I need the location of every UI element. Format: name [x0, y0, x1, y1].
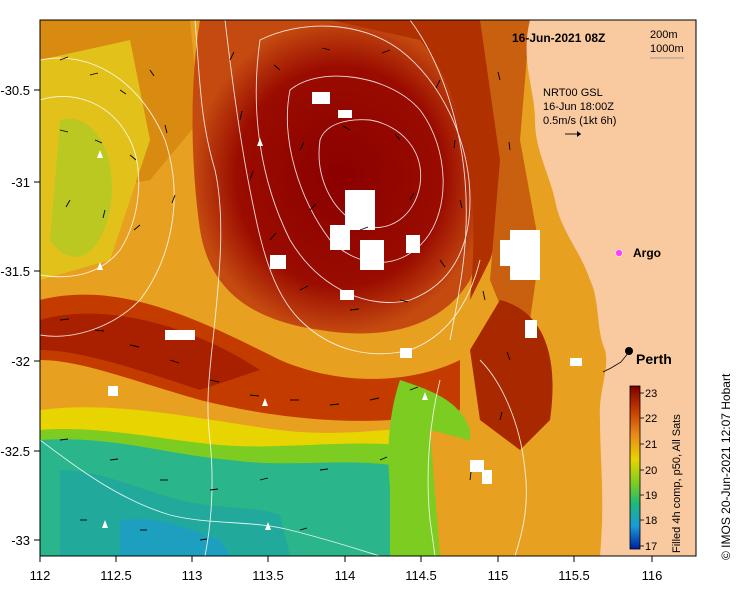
- y-tick-label: -33: [11, 533, 30, 548]
- y-tick-label: -31.5: [0, 264, 30, 279]
- white-arrows: [97, 138, 428, 530]
- credit-text: © IMOS 20-Jun-2021 12:07 Hobart: [719, 373, 733, 560]
- x-tick-label: 113: [182, 568, 203, 583]
- x-tick-label: 114.5: [405, 568, 437, 583]
- y-tick-label: -32.5: [0, 444, 30, 459]
- map-frame: [39, 19, 697, 557]
- place-perth: Perth: [602, 347, 672, 373]
- axis-ticks: [34, 89, 653, 562]
- contour-legend-1000m: 1000m: [650, 43, 684, 55]
- colorbar-tick: 23: [645, 388, 657, 400]
- y-tick-label: -30.5: [0, 83, 30, 98]
- x-axis-labels: 112 112.5 113 113.5 114 114.5 115 115.5 …: [30, 568, 663, 583]
- place-argo: Argo: [615, 246, 661, 260]
- x-tick-label: 112.5: [100, 568, 132, 583]
- current-source: NRT00 GSL: [543, 87, 603, 99]
- perth-marker-icon: [625, 347, 633, 355]
- y-tick-label: -31: [11, 175, 30, 190]
- y-tick-label: -32: [11, 354, 30, 369]
- x-tick-label: 112: [30, 568, 51, 583]
- current-scale: 0.5m/s (1kt 6h): [543, 115, 616, 127]
- perth-label: Perth: [636, 351, 672, 367]
- current-time: 16-Jun 18:00Z: [543, 101, 614, 113]
- contour-legend: 200m 1000m: [650, 29, 684, 59]
- colorbar-tick: 18: [645, 515, 657, 527]
- argo-marker-icon: [615, 249, 623, 257]
- x-tick-label: 114: [335, 568, 356, 583]
- map-title: 16-Jun-2021 08Z: [512, 31, 605, 45]
- x-tick-label: 113.5: [252, 568, 284, 583]
- colorbar-tick: 17: [645, 541, 657, 553]
- sst-field: [40, 20, 696, 556]
- x-tick-label: 115.5: [558, 568, 590, 583]
- x-tick-label: 115: [488, 568, 509, 583]
- colorbar-tick: 19: [645, 490, 657, 502]
- colorbar-tick: 21: [645, 439, 657, 451]
- x-tick-label: 116: [642, 568, 663, 583]
- current-info: NRT00 GSL 16-Jun 18:00Z 0.5m/s (1kt 6h): [543, 87, 616, 137]
- colorbar-tick: 22: [645, 413, 657, 425]
- current-vectors: [59, 47, 581, 541]
- colorbar: 23 22 21 20 19 18 17 Filled 4h comp, p50…: [629, 385, 683, 553]
- contour-legend-200m: 200m: [650, 29, 678, 41]
- colorbar-tick: 20: [645, 465, 657, 477]
- colorbar-title: Filled 4h comp, p50, All Sats: [671, 414, 683, 553]
- argo-label: Argo: [633, 246, 661, 260]
- y-axis-labels: -30.5 -31 -31.5 -32 -32.5 -33: [0, 83, 30, 548]
